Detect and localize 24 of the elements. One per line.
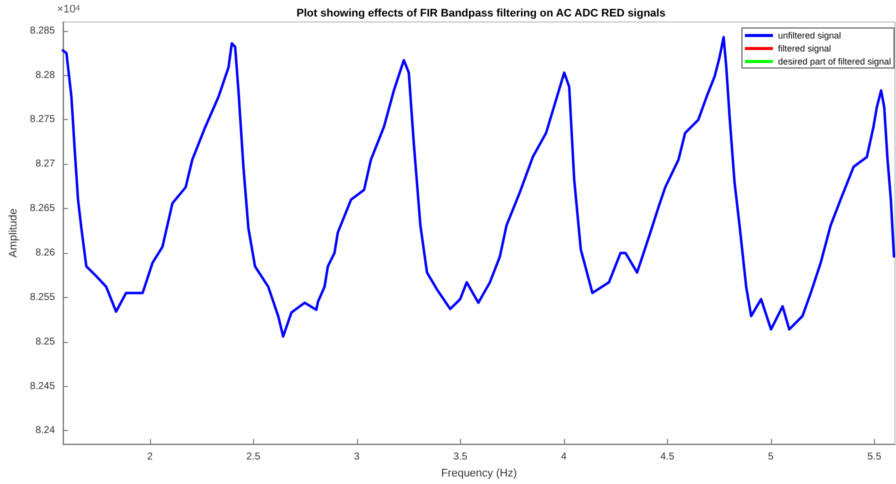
x-tick-label: 2.5 [246,452,261,462]
y-axis-title: Amplitude [8,208,20,258]
y-tick-label: 8.27 [35,158,56,170]
chart-title: Plot showing effects of FIR Bandpass filtering on AC ADC RED signals [296,8,666,20]
y-tick-label: 8.275 [30,114,56,126]
y-tick-label: 8.285 [30,25,56,36]
x-tick-label: 4.5 [660,452,675,462]
x-tick-label: 2 [147,452,154,462]
legend-label: unfiltered signal [778,30,841,40]
y-tick-label: 8.245 [30,380,56,392]
legend-label: filtered signal [778,44,831,54]
x-tick-label: 3.5 [453,452,468,462]
y-tick-label: 8.25 [35,336,56,348]
y-tick-label: 8.26 [35,247,56,258]
y-tick-label: 8.265 [30,203,56,214]
x-axis-title: Frequency (Hz) [441,468,517,480]
x-tick-label: 4 [561,452,568,462]
y-tick-label: 8.28 [35,70,56,81]
x-tick-label: 5 [768,452,774,462]
y-tick-label: 8.24 [35,425,56,436]
y-tick-label: 8.255 [30,292,56,303]
legend-label: desired part of filtered signal [778,56,891,66]
x-tick-label: 5.5 [867,452,882,462]
x-tick-label: 3 [354,452,360,462]
